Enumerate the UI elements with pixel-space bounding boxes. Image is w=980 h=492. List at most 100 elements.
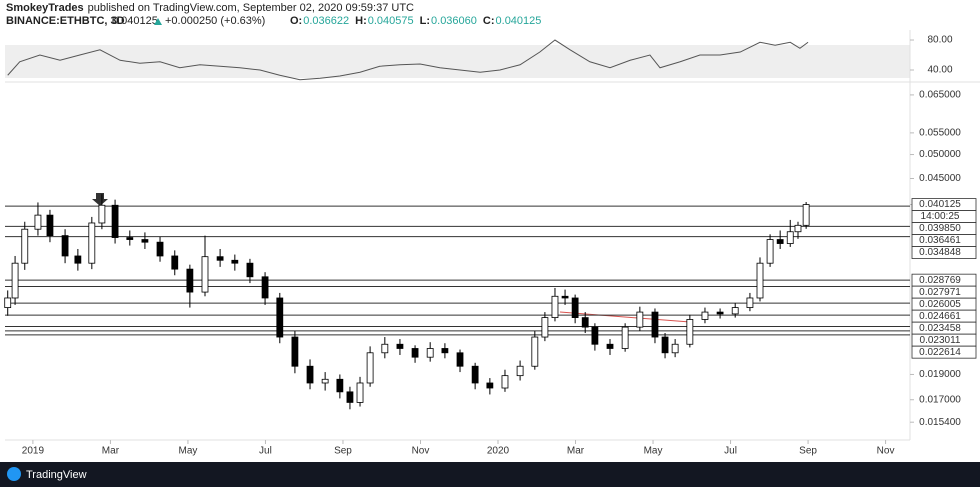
candle-body — [606, 343, 614, 349]
candle-body — [186, 268, 194, 293]
arrow-marker — [92, 193, 108, 206]
candle-body — [636, 311, 644, 328]
y-tick-label: 0.019000 — [919, 369, 961, 380]
y-tick-label: 0.036461 — [919, 235, 961, 246]
candle-body — [356, 382, 364, 403]
x-tick-label: Jul — [259, 446, 272, 457]
trend-line — [559, 311, 691, 323]
candle-body — [716, 311, 724, 315]
y-tick-label: 0.055000 — [919, 128, 961, 139]
candle-body — [396, 343, 404, 349]
candle-body — [336, 378, 344, 393]
candle-body — [111, 204, 119, 238]
candle-body — [551, 295, 559, 319]
y-tick-label: 0.026005 — [919, 299, 961, 310]
candle-body — [456, 352, 464, 367]
candle-body — [441, 348, 449, 354]
candle-body — [321, 378, 329, 384]
candle-body — [306, 365, 314, 384]
y-tick-label: 0.034848 — [919, 247, 961, 258]
ohlc-value: 0.040125 — [496, 15, 542, 27]
candle-body — [346, 391, 354, 403]
y-tick-label: 0.065000 — [919, 90, 961, 101]
x-tick-label: Mar — [102, 446, 120, 457]
y-tick-label: 80.00 — [927, 35, 952, 46]
candle-body — [61, 235, 69, 257]
candle-body — [516, 365, 524, 377]
price-label-box — [911, 345, 977, 359]
countdown: 14:00:25 — [921, 211, 960, 222]
candle-body — [46, 214, 54, 237]
y-tick-label: 0.045000 — [919, 173, 961, 184]
candle-body — [21, 228, 29, 264]
candle-body — [126, 237, 134, 240]
x-tick-label: 2019 — [22, 446, 45, 457]
ohlc-label: C: — [483, 15, 495, 27]
ohlc-label: L: — [420, 15, 430, 27]
price-label-box — [911, 246, 977, 259]
y-tick-label: 0.040125 — [919, 199, 961, 210]
candle-body — [471, 365, 479, 384]
candle-body — [261, 276, 269, 299]
candle-body — [276, 297, 284, 338]
candle-body — [156, 241, 164, 257]
change: +0.000250 (+0.63%) — [165, 15, 265, 27]
candle-body — [661, 336, 669, 354]
candle-body — [571, 297, 579, 319]
candle-body — [651, 311, 659, 338]
ohlc-label: O: — [290, 15, 302, 27]
y-tick-label: 0.023458 — [919, 323, 961, 334]
ohlc-value: 0.036060 — [431, 15, 477, 27]
candle-body — [501, 375, 509, 389]
up-icon — [154, 18, 162, 25]
candle-body — [786, 231, 794, 244]
footer-bar — [0, 462, 980, 487]
brand: TradingView — [26, 469, 87, 481]
x-tick-label: Sep — [334, 446, 352, 457]
candle-body — [74, 255, 82, 264]
candle-body — [731, 307, 739, 315]
x-tick-label: 2020 — [487, 446, 510, 457]
candle-body — [621, 326, 629, 349]
candle-body — [11, 262, 19, 299]
candle-body — [88, 222, 96, 264]
candle-body — [794, 224, 802, 233]
candle-body — [426, 348, 434, 358]
candle-body — [216, 256, 224, 261]
candle-body — [756, 262, 764, 299]
y-tick-label: 0.022614 — [919, 347, 961, 358]
candle-body — [591, 326, 599, 345]
ohlc-value: 0.040575 — [368, 15, 414, 27]
candle-body — [746, 297, 754, 308]
candle-body — [531, 336, 539, 367]
ohlc-value: 0.036622 — [303, 15, 349, 27]
candle-body — [366, 352, 374, 384]
published: published on TradingView.com, September … — [88, 2, 414, 14]
candle-body — [34, 214, 42, 230]
y-tick-label: 0.015400 — [919, 417, 961, 428]
candle-body — [486, 382, 494, 389]
x-tick-label: Mar — [567, 446, 585, 457]
rsi-line — [7, 39, 809, 81]
y-tick-label: 0.028769 — [919, 275, 961, 286]
candle-body — [541, 317, 549, 338]
candle-body — [802, 204, 810, 226]
y-tick-label: 40.00 — [927, 65, 952, 76]
y-tick-label: 0.050000 — [919, 149, 961, 160]
candle-body — [171, 255, 179, 270]
y-tick-label: 0.024661 — [919, 311, 961, 322]
author: SmokeyTrades — [6, 2, 84, 14]
candle-body — [671, 343, 679, 354]
y-tick-label: 0.023011 — [920, 335, 961, 346]
brand-logo — [7, 467, 21, 481]
candle-body — [141, 239, 149, 243]
candle-body — [766, 239, 774, 264]
candle-body — [201, 256, 209, 293]
candle-body — [291, 336, 299, 367]
x-tick-label: Nov — [412, 446, 430, 457]
y-tick-label: 0.017000 — [919, 394, 961, 405]
x-tick-label: May — [644, 446, 663, 457]
candle-body — [701, 311, 709, 320]
candle-body — [231, 259, 239, 264]
